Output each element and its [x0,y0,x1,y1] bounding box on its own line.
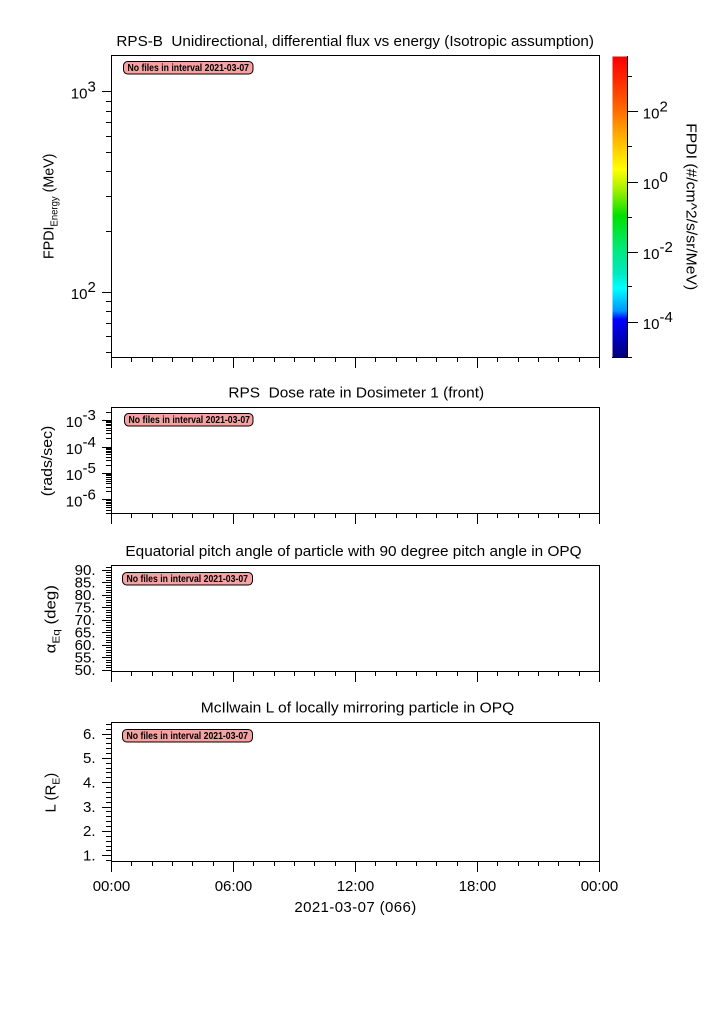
svg-text:00:00: 00:00 [581,878,619,895]
svg-text:65.: 65. [75,625,96,642]
svg-text:75.: 75. [75,600,96,617]
svg-text:5.: 5. [83,750,96,767]
svg-text:00:00: 00:00 [93,878,131,895]
svg-text:2021-03-07 (066): 2021-03-07 (066) [294,899,416,916]
svg-text:10-3: 10-3 [66,407,96,431]
svg-text:10-4: 10-4 [66,434,96,458]
svg-text:90.: 90. [75,562,96,579]
svg-text:70.: 70. [75,612,96,629]
svg-text:McIlwain L of locally mirrorin: McIlwain L of locally mirroring particle… [201,699,515,716]
svg-text:FPDI (#/cm^2/s/sr/MeV): FPDI (#/cm^2/s/sr/MeV) [682,123,699,290]
svg-text:3.: 3. [83,799,96,816]
svg-text:2.: 2. [83,823,96,840]
svg-text:No files in interval 2021-03-0: No files in interval 2021-03-07 [127,730,249,742]
svg-text:102: 102 [643,98,668,122]
svg-text:No files in interval 2021-03-0: No files in interval 2021-03-07 [127,573,249,585]
svg-text:1.: 1. [83,848,96,865]
svg-text:100: 100 [643,169,668,193]
svg-text:RPS-B Unidirectional, differe: RPS-B Unidirectional, differential flux … [116,33,594,50]
svg-text:18:00: 18:00 [459,878,497,895]
svg-text:103: 103 [71,79,96,103]
svg-text:55.: 55. [75,650,96,667]
svg-text:6.: 6. [83,726,96,743]
svg-text:4.: 4. [83,775,96,792]
svg-text:10-4: 10-4 [643,309,673,333]
svg-text:06:00: 06:00 [215,878,253,895]
svg-text:10-5: 10-5 [66,460,96,484]
svg-text:60.: 60. [75,637,96,654]
svg-text:10-2: 10-2 [643,239,673,263]
svg-text:FPDIEnergy (MeV): FPDIEnergy (MeV) [41,154,61,259]
svg-text:No files in interval 2021-03-0: No files in interval 2021-03-07 [128,62,250,74]
svg-text:No files in interval 2021-03-0: No files in interval 2021-03-07 [129,414,251,426]
svg-text:50.: 50. [75,662,96,679]
svg-text:85.: 85. [75,575,96,592]
svg-text:(rads/sec): (rads/sec) [39,426,56,497]
svg-text:102: 102 [71,279,96,303]
svg-text:10-6: 10-6 [66,486,96,510]
svg-text:12:00: 12:00 [337,878,375,895]
svg-text:RPS Dose rate in Dosimeter 1: RPS Dose rate in Dosimeter 1 (front) [228,385,484,402]
svg-text:80.: 80. [75,587,96,604]
svg-text:Equatorial pitch angle of part: Equatorial pitch angle of particle with … [125,543,581,560]
